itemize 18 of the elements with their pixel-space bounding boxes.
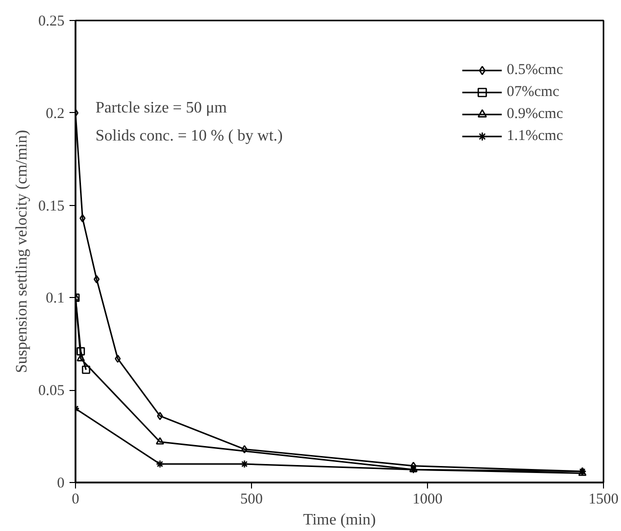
legend-label: 0.9%cmc	[506, 106, 563, 122]
x-tick-label: 1500	[588, 492, 618, 508]
x-tick-label: 1000	[412, 492, 442, 508]
x-axis-title: Time (min)	[303, 512, 376, 528]
y-tick-label: 0.05	[38, 383, 64, 400]
y-tick-label: 0	[57, 476, 64, 492]
annotation: Solids conc. = 10 % ( by wt.)	[96, 128, 283, 144]
x-tick-label: 0	[72, 492, 80, 508]
y-tick-label: 0.15	[38, 198, 64, 214]
legend-label: 0.5%cmc	[506, 62, 563, 78]
legend-label: 07%cmc	[506, 84, 560, 100]
y-tick-label: 0.25	[38, 14, 64, 30]
y-tick-label: 0.2	[46, 106, 64, 122]
y-tick-label: 0.1	[46, 290, 64, 307]
annotation: Partcle size = 50 μm	[96, 100, 228, 116]
x-tick-label: 500	[240, 492, 263, 508]
y-axis-title: Suspension settling velocity (cm/min)	[13, 130, 30, 374]
legend-label: 1.1%cmc	[506, 128, 563, 144]
